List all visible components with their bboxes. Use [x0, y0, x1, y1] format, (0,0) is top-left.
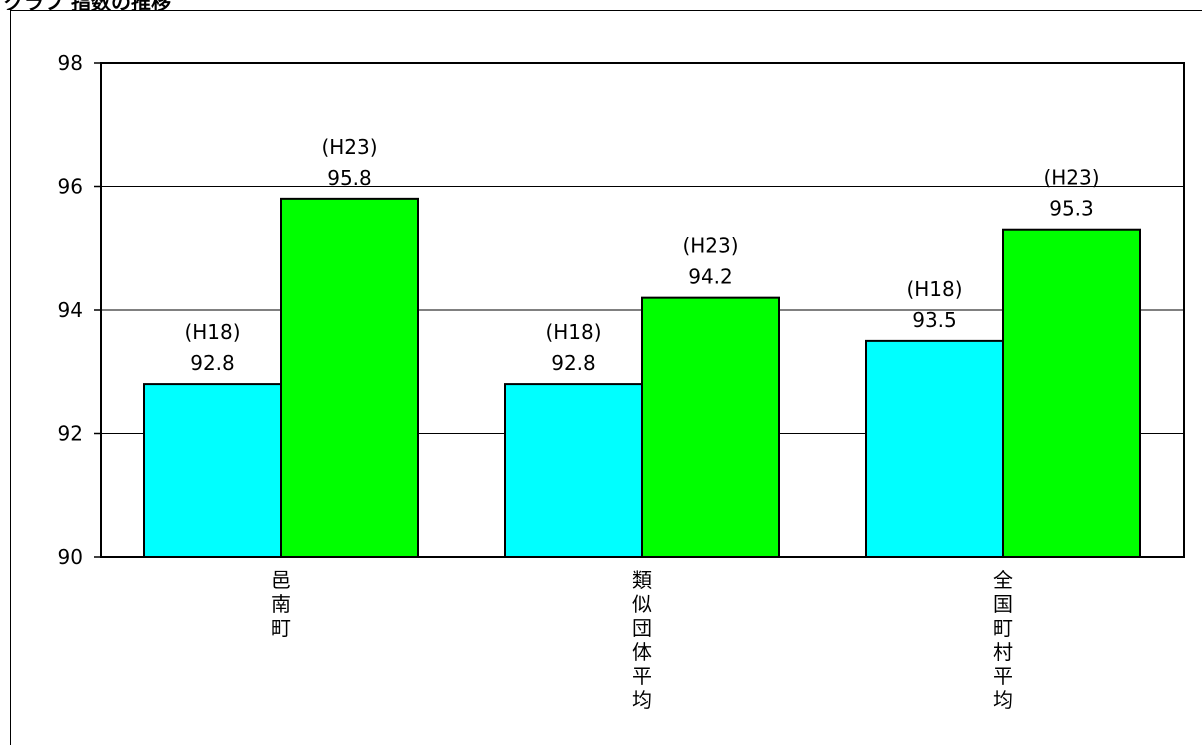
- bar-h18: [143, 383, 282, 558]
- category-label-char: 均: [632, 688, 652, 712]
- bar-h23: [1002, 228, 1141, 558]
- data-label-series: (H18): [545, 320, 601, 344]
- category-label-char: 平: [632, 664, 652, 688]
- chart-frame: [10, 10, 1202, 745]
- category-label-char: 平: [993, 664, 1013, 688]
- bars: [143, 197, 1141, 558]
- category-label-char: 均: [993, 688, 1013, 712]
- bar-h23: [641, 296, 780, 558]
- plot-border: [100, 62, 1185, 558]
- category-label-char: 国: [993, 592, 1013, 616]
- y-tick-label: 92: [58, 422, 83, 446]
- data-label-series: (H18): [906, 277, 962, 301]
- category-label-char: 体: [632, 640, 652, 664]
- y-axis-ticks: 90 92 94 96 98: [58, 51, 101, 569]
- bar-h18: [504, 383, 643, 558]
- data-label-value: 94.2: [688, 265, 733, 289]
- data-label-series: (H23): [1043, 166, 1099, 190]
- category-label-char: 全: [993, 568, 1013, 592]
- y-tick-label: 90: [58, 545, 83, 569]
- data-label-series: (H23): [321, 135, 377, 159]
- data-labels: (H18) 92.8 (H23) 95.8 (H18) 92.8 (H23) 94.2 (H18…: [184, 135, 1099, 375]
- y-tick-label: 94: [58, 298, 83, 322]
- data-label-value: 95.8: [327, 166, 372, 190]
- category-label-char: 類: [632, 568, 652, 592]
- category-label-char: 団: [632, 616, 652, 640]
- chart-title: グラフ 指数の推移: [4, 0, 171, 10]
- y-tick-label: 96: [58, 175, 83, 199]
- data-label-series: (H23): [682, 234, 738, 258]
- data-label-value: 92.8: [551, 351, 596, 375]
- data-label-value: 95.3: [1049, 197, 1094, 221]
- y-tick-label: 98: [58, 51, 83, 75]
- category-label-char: 似: [632, 592, 652, 616]
- category-label-char: 町: [271, 616, 291, 640]
- category-label-char: 邑: [271, 568, 291, 592]
- data-label-value: 93.5: [912, 308, 957, 332]
- category-label-char: 町: [993, 616, 1013, 640]
- bar-h18: [865, 339, 1004, 558]
- category-label-char: 村: [993, 640, 1013, 664]
- chart-title-strip: グラフ 指数の推移: [0, 0, 1202, 10]
- category-label-char: 南: [271, 592, 291, 616]
- data-label-series: (H18): [184, 320, 240, 344]
- bar-h23: [280, 197, 419, 558]
- data-label-value: 92.8: [190, 351, 235, 375]
